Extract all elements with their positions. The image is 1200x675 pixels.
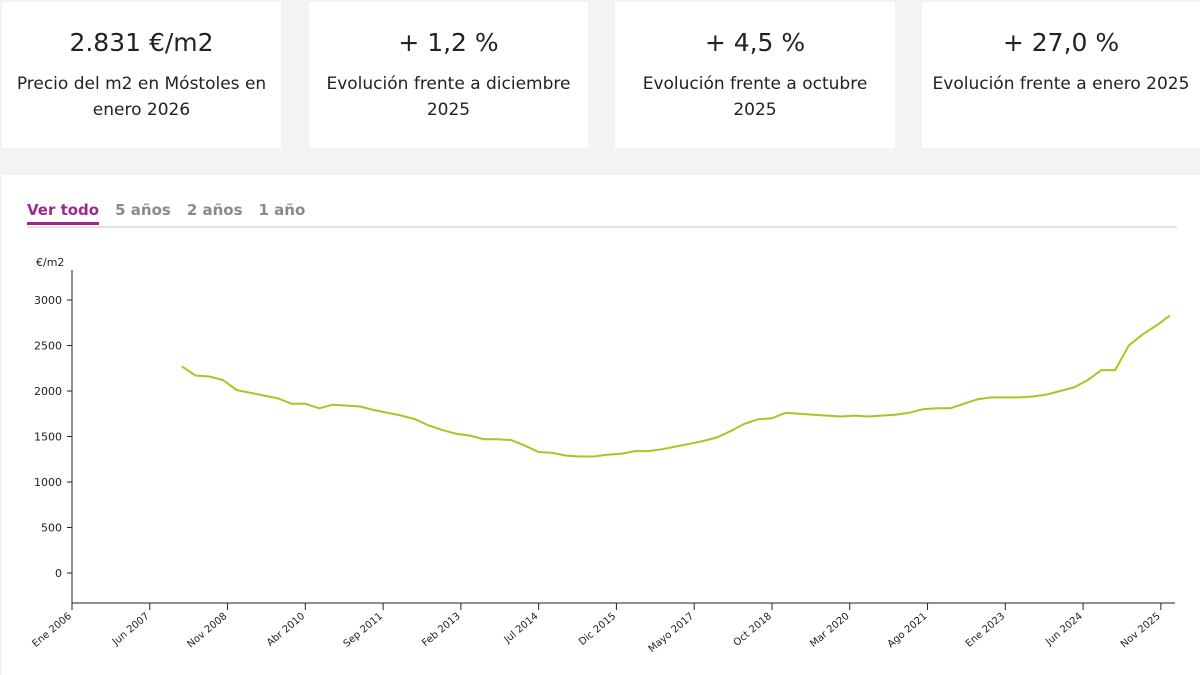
x-tick-label: Abr 2010 [265,611,307,649]
x-tick-label: Ene 2023 [964,611,1007,650]
stat-card: + 27,0 % Evolución frente a enero 2025 [922,2,1200,148]
x-tick-label: Nov 2008 [186,611,230,650]
y-tick-label: 1000 [34,476,62,489]
tab[interactable]: 1 año [258,201,306,219]
y-tick-label: 2500 [34,340,62,353]
y-tick-label: 3000 [34,294,62,307]
price-line [181,314,1171,458]
x-tick-label: Ago 2021 [886,611,930,650]
stat-card: + 4,5 % Evolución frente a octubre 2025 [615,2,895,148]
stat-card: + 1,2 % Evolución frente a diciembre 202… [309,2,588,148]
x-tick-label: Sep 2011 [342,611,385,650]
stat-value: + 1,2 % [398,28,499,57]
chart-panel: Ver todo 5 años 2 años 1 año [2,175,1200,675]
tab[interactable]: Ver todo [27,201,100,225]
y-tick-label: 2000 [34,385,62,398]
x-tick-label: Jul 2014 [502,611,541,646]
x-tick-label: Oct 2018 [732,611,774,649]
x-tick-label: Feb 2013 [420,611,463,649]
y-tick-label: 500 [41,521,62,534]
stat-label: Evolución frente a diciembre 2025 [326,74,571,120]
stat-card: 2.831 €/m2 Precio del m2 en Móstoles en … [2,2,281,148]
y-tick-label: 1500 [34,431,62,444]
tab-divider [27,226,1177,228]
tab[interactable]: 5 años [115,201,171,219]
x-tick-label: Mayo 2017 [647,611,697,655]
x-tick-label: Jun 2007 [110,611,152,649]
y-axis-label: €/m2 [36,256,64,269]
stat-value: + 27,0 % [1002,28,1120,57]
y-tick-label: 0 [55,567,62,580]
x-tick-label: Jun 2024 [1043,611,1085,649]
x-tick-label: Ene 2006 [31,611,74,650]
stat-value: 2.831 €/m2 [69,28,214,57]
stat-value: + 4,5 % [704,28,806,57]
stat-label: Evolución frente a octubre 2025 [642,74,868,120]
stat-label: Precio del m2 en Móstoles en enero 2026 [16,74,267,120]
x-tick-label: Mar 2020 [808,611,851,650]
tab-bar: Ver todo 5 años 2 años 1 año [27,201,305,225]
x-tick-label: Dic 2015 [577,611,618,648]
stat-label: Evolución frente a enero 2025 [932,74,1190,94]
x-tick-label: Nov 2025 [1119,611,1163,650]
tab[interactable]: 2 años [186,201,243,219]
